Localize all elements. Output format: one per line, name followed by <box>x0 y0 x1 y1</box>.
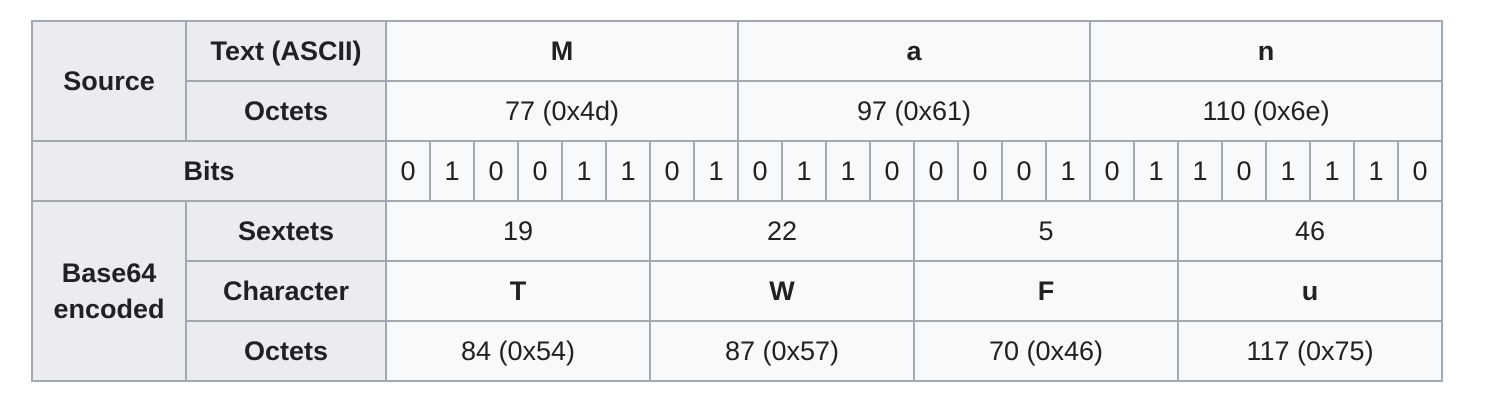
bit-cell: 0 <box>649 140 695 202</box>
bit-cell: 1 <box>781 140 827 202</box>
bit-cell: 0 <box>957 140 1003 202</box>
bit-cell: 1 <box>825 140 871 202</box>
base64-encoding-table: Source Text (ASCII) M a n Octets 77 (0x4… <box>31 20 1444 382</box>
bit-cell: 0 <box>1397 140 1444 202</box>
bits-header: Bits <box>31 140 387 202</box>
base64-table-container: Source Text (ASCII) M a n Octets 77 (0x4… <box>31 20 1444 382</box>
bit-cell: 0 <box>1221 140 1268 202</box>
sextet-cell: 22 <box>649 200 915 262</box>
row-source-octets: Octets 77 (0x4d) 97 (0x61) 110 (0x6e) <box>32 80 1444 142</box>
base64-encoded-header: Base64 encoded <box>31 200 187 382</box>
base64-header-line1: Base64 <box>61 257 157 288</box>
bit-cell: 1 <box>693 140 739 202</box>
bit-cell: 0 <box>869 140 915 202</box>
source-char-cell: n <box>1089 20 1444 82</box>
encoded-octet-cell: 84 (0x54) <box>385 320 651 382</box>
sextet-cell: 19 <box>385 200 651 262</box>
bit-cell: 1 <box>1353 140 1400 202</box>
row-sextets: Base64 encoded Sextets 19 22 5 46 <box>31 200 1444 382</box>
source-header: Source <box>31 20 187 142</box>
source-char-cell: M <box>385 20 739 82</box>
sextet-cell: 46 <box>1177 200 1444 262</box>
bit-cell: 0 <box>1001 140 1047 202</box>
bit-cell: 0 <box>913 140 959 202</box>
source-char-cell: a <box>736 20 1092 82</box>
source-octet-cell: 77 (0x4d) <box>385 80 739 142</box>
bit-cell: 1 <box>1177 140 1224 202</box>
bit-cell: 1 <box>1133 140 1180 202</box>
bit-cell: 1 <box>561 140 607 202</box>
bit-cell: 0 <box>737 140 783 202</box>
encoded-octet-cell: 87 (0x57) <box>649 320 915 382</box>
bit-cell: 1 <box>605 140 651 202</box>
source-octets-header: Octets <box>185 80 387 142</box>
bit-cell: 1 <box>1044 140 1092 202</box>
encoded-octet-cell: 117 (0x75) <box>1177 320 1444 382</box>
text-ascii-header: Text (ASCII) <box>185 20 387 82</box>
bit-cell: 1 <box>1265 140 1312 202</box>
row-bits: Bits 0 1 0 0 1 1 0 1 0 1 1 0 0 0 0 1 0 1… <box>31 140 1444 202</box>
base64-header-line2: encoded <box>53 294 165 324</box>
encoded-octets-header: Octets <box>185 320 387 382</box>
bit-cell: 0 <box>385 140 431 202</box>
encoded-octet-cell: 70 (0x46) <box>912 320 1180 382</box>
encoded-char-cell: F <box>912 260 1180 322</box>
bit-cell: 1 <box>1309 140 1356 202</box>
row-character: Character T W F u <box>32 260 1444 322</box>
character-header: Character <box>185 260 387 322</box>
encoded-char-cell: T <box>385 260 651 322</box>
bit-cell: 1 <box>429 140 475 202</box>
bit-cell: 0 <box>473 140 519 202</box>
encoded-char-cell: u <box>1177 260 1444 322</box>
bit-cell: 0 <box>1089 140 1136 202</box>
source-octet-cell: 97 (0x61) <box>736 80 1092 142</box>
source-octet-cell: 110 (0x6e) <box>1089 80 1444 142</box>
sextets-header: Sextets <box>185 200 387 262</box>
row-encoded-octets: Octets 84 (0x54) 87 (0x57) 70 (0x46) 117… <box>32 320 1444 382</box>
bit-cell: 0 <box>517 140 563 202</box>
sextet-cell: 5 <box>912 200 1180 262</box>
encoded-char-cell: W <box>649 260 915 322</box>
row-text-ascii: Source Text (ASCII) M a n <box>31 20 1444 142</box>
